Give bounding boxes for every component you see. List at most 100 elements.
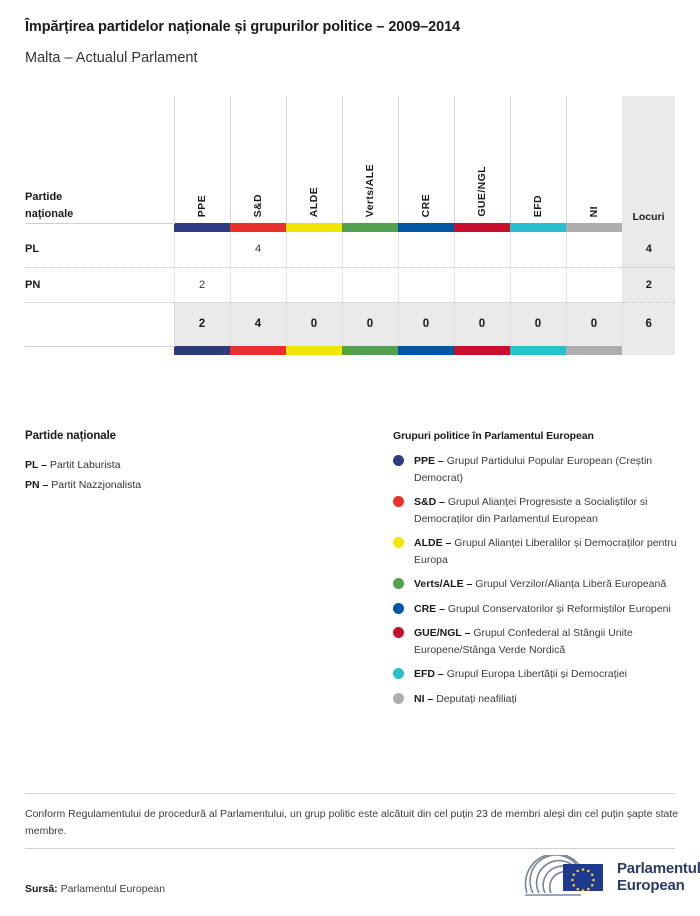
seats-table-container: Partide naționale PPE S&D ALDE Verts/ALE CRE…	[25, 96, 675, 355]
ep-hemicycle-icon	[519, 852, 611, 899]
group-color-bar	[230, 346, 286, 355]
column-header-label: GUE/NGL	[476, 166, 488, 217]
color-bar-cell-alde	[286, 346, 342, 355]
strip-seats-spacer	[622, 223, 675, 232]
source-label: Sursă:	[25, 883, 58, 895]
page-title: Împărțirea partidelor naționale și grupu…	[25, 19, 460, 35]
legend-dash: –	[424, 692, 437, 705]
group-color-swatch-icon	[393, 692, 404, 704]
political-group-name: Grupul Verzilor/Alianța Liberă Europeană	[475, 578, 667, 590]
group-color-swatch-icon	[393, 627, 404, 638]
group-color-bar	[566, 346, 622, 355]
seat-count-cell	[341, 232, 398, 268]
strip-seats-spacer	[622, 346, 675, 355]
national-party-abbr: PN	[25, 479, 40, 491]
seat-count-cell	[285, 267, 342, 303]
group-color-bar	[510, 346, 566, 355]
color-bar-cell-alde	[286, 223, 342, 232]
national-party-legend-item: PL – Partit Laburista	[25, 455, 355, 475]
political-group-abbr: S&D	[414, 496, 437, 508]
total-seat-count-cell: 2	[173, 302, 230, 346]
row-total-seats: 2	[621, 267, 675, 303]
group-color-bar	[230, 223, 286, 232]
total-seat-count-cell: 0	[509, 302, 566, 346]
group-color-swatch-icon	[393, 578, 404, 589]
legend-dash: –	[435, 668, 447, 680]
group-color-bar	[566, 223, 622, 232]
group-color-bar	[286, 223, 342, 232]
group-color-bar	[398, 346, 454, 355]
color-bar-cell-s-d	[230, 346, 286, 355]
seat-count-cell	[285, 232, 342, 268]
ep-wordmark-line2: European	[617, 877, 685, 894]
seat-count-cell	[453, 267, 510, 303]
political-group-legend-text: S&D – Grupul Alianței Progresiste a Soci…	[414, 494, 683, 527]
seat-count-cell	[453, 232, 510, 268]
color-bar-cell-cre	[398, 223, 454, 232]
group-color-bar	[510, 223, 566, 232]
legend-dash: –	[461, 627, 474, 639]
color-bar-cell-s-d	[230, 223, 286, 232]
european-parliament-logo: Parlamentul European	[519, 852, 700, 899]
group-color-bar	[342, 223, 398, 232]
legend-dash: –	[38, 459, 50, 471]
political-group-legend-text: Verts/ALE – Grupul Verzilor/Alianța Libe…	[414, 576, 666, 593]
legend-dash: –	[436, 496, 448, 508]
group-color-bar	[286, 346, 342, 355]
seat-count-cell: 2	[173, 267, 230, 303]
political-group-legend-text: EFD – Grupul Europa Libertății și Democr…	[414, 666, 627, 683]
political-group-name: Grupul Partidului Popular European (Creș…	[414, 455, 653, 484]
row-total-seats: 4	[621, 232, 675, 268]
column-header-alde: ALDE	[285, 96, 342, 223]
table-row[interactable]: PL 4 4	[25, 232, 675, 268]
total-seat-count-cell: 0	[565, 302, 622, 346]
seats-table: Partide naționale PPE S&D ALDE Verts/ALE CRE…	[25, 96, 675, 355]
column-header-label: EFD	[532, 194, 544, 217]
political-group-legend-item: S&D – Grupul Alianței Progresiste a Soci…	[393, 494, 683, 527]
column-header-verts-ale: Verts/ALE	[341, 96, 398, 223]
political-group-legend-text: PPE – Grupul Partidului Popular European…	[414, 453, 683, 486]
party-label: PL	[25, 232, 174, 268]
political-group-name: Grupul Conservatorilor și Reformiștilor …	[447, 602, 671, 615]
group-color-bar	[342, 346, 398, 355]
total-seat-count-cell: 0	[453, 302, 510, 346]
political-group-abbr: PPE	[414, 455, 436, 467]
footnote-text: Conform Regulamentului de procedură al P…	[25, 808, 679, 837]
color-bar-cell-verts-ale	[342, 346, 398, 355]
color-bar-cell-gue-ngl	[454, 223, 510, 232]
national-party-abbr: PL	[25, 459, 39, 471]
ep-wordmark-line1: Parlamentul	[617, 860, 700, 877]
political-groups-legend-title: Grupuri politice în Parlamentul European	[393, 430, 594, 442]
group-color-bar	[454, 346, 510, 355]
column-header-label: PPE	[196, 194, 208, 217]
table-row[interactable]: PN 2 2	[25, 267, 675, 303]
ep-wordmark: Parlamentul European	[617, 860, 700, 894]
group-color-swatch-icon	[393, 496, 404, 507]
political-group-legend-item: PPE – Grupul Partidului Popular European…	[393, 453, 683, 486]
grand-total-seats: 6	[621, 302, 675, 346]
political-group-abbr: EFD	[414, 668, 435, 680]
legend-dash: –	[436, 602, 448, 615]
political-group-legend-item: Verts/ALE – Grupul Verzilor/Alianța Libe…	[393, 576, 683, 593]
political-group-legend-item: GUE/NGL – Grupul Confederal al Stângii U…	[393, 625, 683, 658]
table-header-row: Partide naționale PPE S&D ALDE Verts/ALE CRE…	[25, 96, 675, 223]
row-header-line1: Partide	[25, 190, 63, 203]
column-header-gue-ngl: GUE/NGL	[453, 96, 510, 223]
seats-column-header: Locuri	[622, 96, 675, 223]
national-parties-legend: Partide naționale PL – Partit Laburista P…	[25, 430, 355, 495]
color-bar-cell-ppe	[174, 223, 230, 232]
national-parties-legend-title: Partide naționale	[25, 430, 116, 442]
column-header-label: S&D	[252, 193, 264, 217]
political-group-name: Grupul Europa Libertății și Democrației	[446, 668, 628, 680]
political-group-name: Grupul Confederal al Stângii Unite Europ…	[414, 627, 633, 656]
color-strip-row-bottom	[25, 345, 675, 355]
total-seat-count-cell: 0	[341, 302, 398, 346]
footer-divider-bottom	[25, 848, 675, 849]
legend-dash: –	[39, 479, 52, 491]
group-color-bar	[454, 223, 510, 232]
eu-flag-icon	[563, 864, 603, 892]
color-bar-cell-ppe	[174, 346, 230, 355]
color-strip-row-top	[25, 222, 675, 232]
seat-count-cell	[509, 232, 566, 268]
